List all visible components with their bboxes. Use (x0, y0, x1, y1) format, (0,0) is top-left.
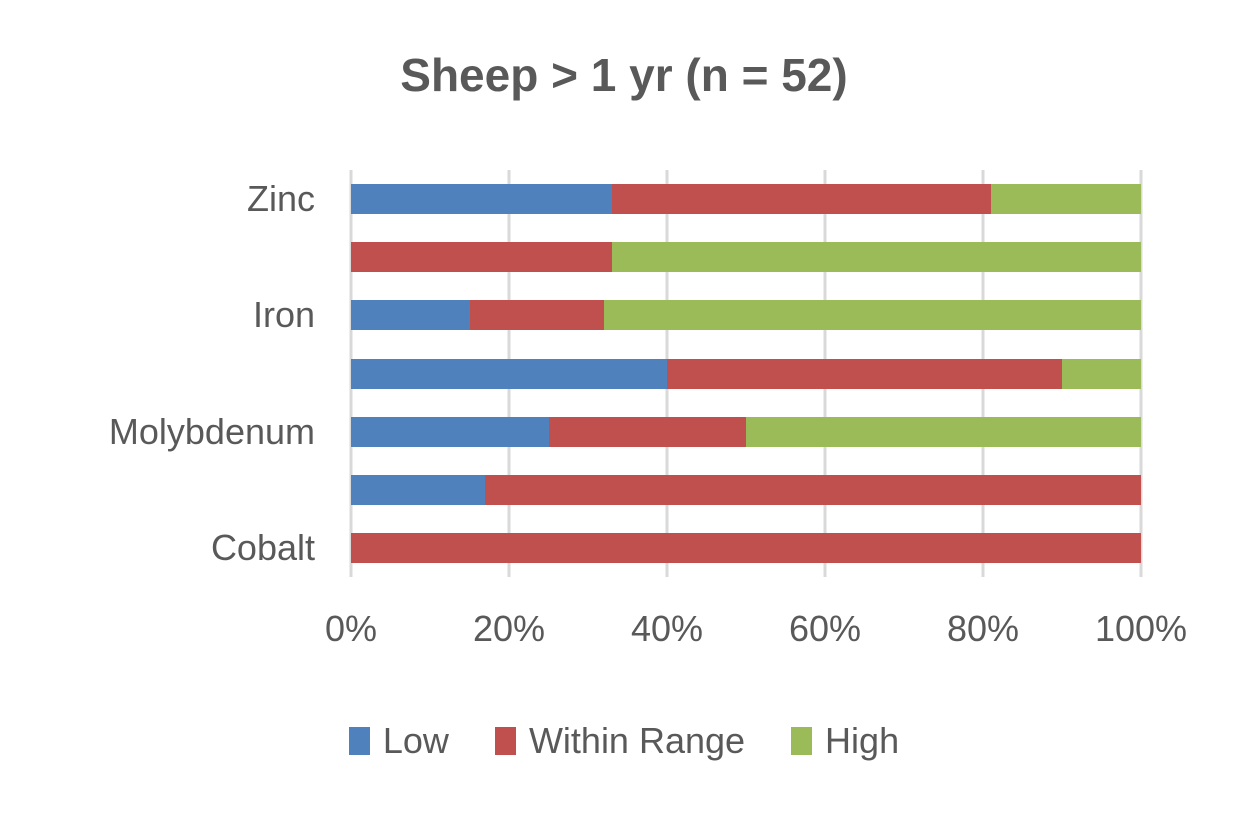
bar-segment-high (746, 416, 1141, 447)
bar-segment-low (351, 300, 470, 331)
bar-row-Iron (351, 300, 1141, 331)
bar-segment-low (351, 474, 486, 505)
legend-label: Within Range (528, 720, 746, 761)
legend-item-within-range: Within Range (494, 720, 746, 762)
bar-segment-low (351, 358, 667, 389)
legend: Low Within Range High (0, 720, 1248, 762)
bar-segment-low (351, 416, 549, 447)
x-axis: 0% 20% 40% 60% 80% 100% (0, 608, 1248, 658)
legend-swatch-icon (348, 727, 370, 755)
bar-segment-within-range (469, 300, 604, 331)
bar-segment-within-range (611, 184, 991, 215)
bar-segment-low (351, 184, 612, 215)
x-tick-label-40%: 40% (630, 608, 704, 649)
x-tick-label-20%: 20% (472, 608, 546, 649)
bar-row-unlabeled-3 (351, 358, 1141, 389)
category-label-zinc: Zinc (246, 178, 315, 220)
x-tick-label-100%: 100% (1094, 608, 1188, 649)
bar-segment-within-range (351, 532, 1141, 563)
legend-label: Low (382, 720, 449, 761)
bar-segment-within-range (485, 474, 1141, 505)
x-tick-label-60%: 60% (788, 608, 862, 649)
bar-row-Molybdenum (351, 416, 1141, 447)
bar-row-unlabeled-1 (351, 242, 1141, 273)
legend-label: High (825, 720, 900, 761)
bar-segment-high (1062, 358, 1141, 389)
legend-swatch-icon (494, 727, 516, 755)
bar-segment-high (603, 300, 1141, 331)
category-axis: Zinc Iron Molybdenum Cobalt (0, 170, 315, 577)
bar-segment-within-range (351, 242, 612, 273)
bar-segment-high (990, 184, 1141, 215)
legend-item-high: High (791, 720, 899, 762)
category-label-cobalt: Cobalt (210, 526, 315, 568)
bar-segment-high (611, 242, 1141, 273)
legend-swatch-icon (791, 727, 813, 755)
plot-area (349, 170, 1143, 577)
x-tick-label-80%: 80% (946, 608, 1020, 649)
bar-row-unlabeled-5 (351, 474, 1141, 505)
category-label-molybdenum: Molybdenum (108, 410, 315, 452)
bar-segment-within-range (667, 358, 1062, 389)
legend-item-low: Low (348, 720, 449, 762)
chart-title: Sheep > 1 yr (n = 52) (400, 49, 848, 101)
bar-row-Cobalt (351, 532, 1141, 563)
x-tick-label-0%: 0% (324, 608, 378, 649)
category-label-iron: Iron (252, 294, 315, 336)
bar-row-Zinc (351, 184, 1141, 215)
gridline-100% (1139, 170, 1143, 577)
bar-segment-within-range (548, 416, 746, 447)
